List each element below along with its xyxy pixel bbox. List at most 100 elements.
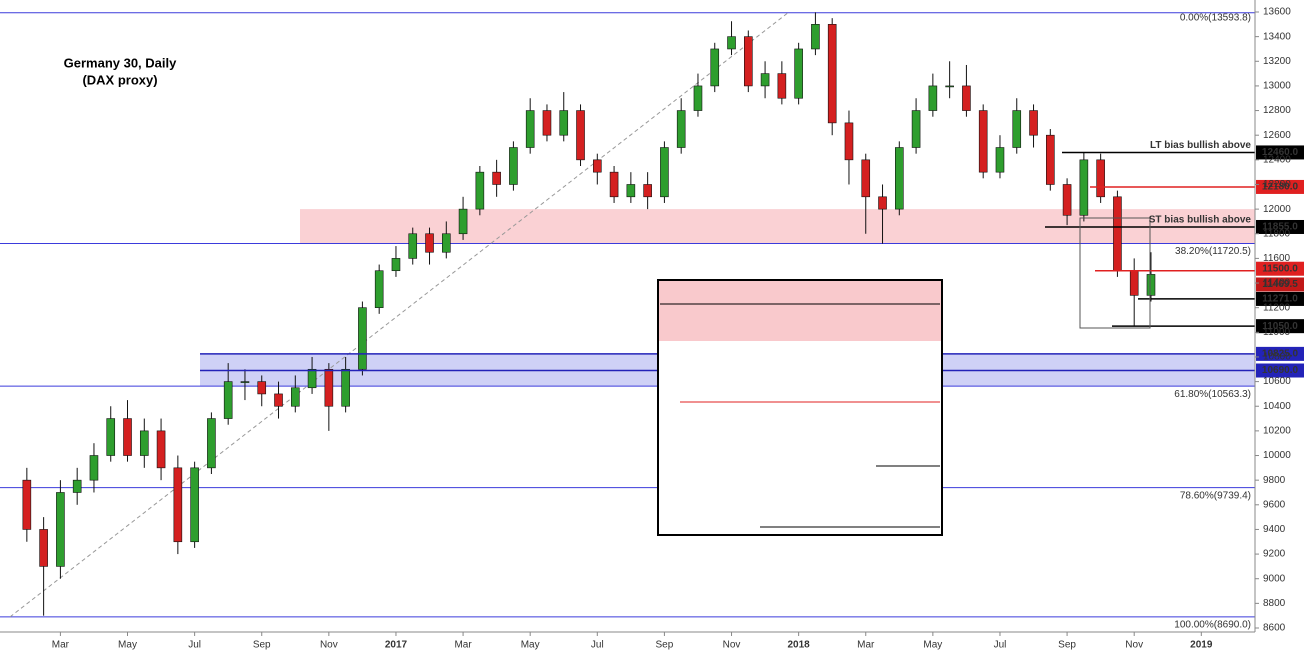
y-tick-label: 8800 <box>1263 598 1286 609</box>
x-tick-label: Mar <box>454 640 472 651</box>
y-tick-label: 10200 <box>1263 426 1291 437</box>
level-label-box <box>1256 277 1304 292</box>
fib-label: 0.00%(13593.8) <box>1180 12 1251 23</box>
candle-body <box>1079 159 1089 216</box>
y-tick-label: 10600 <box>1263 376 1291 387</box>
candle-body <box>1046 134 1055 185</box>
y-tick-label: 11200 <box>1263 302 1291 313</box>
y-tick-label: 12200 <box>1263 179 1291 190</box>
fib-label: 38.20%(11720.5) <box>1175 246 1251 257</box>
candle-body <box>559 110 569 136</box>
level-label: 11271.0 <box>1262 294 1298 305</box>
candle-body <box>727 36 736 50</box>
x-tick-label: Mar <box>52 640 70 651</box>
candle-body <box>475 171 485 210</box>
fib-diagonal <box>9 12 789 618</box>
candle-body <box>290 387 300 407</box>
y-tick-label: 9200 <box>1263 549 1286 560</box>
y-tick-label: 11800 <box>1263 228 1291 239</box>
y-tick-label: 12400 <box>1263 154 1291 165</box>
candle-body <box>173 467 183 543</box>
x-tick-label: May <box>923 640 942 651</box>
candle-body <box>139 430 149 456</box>
candle-body <box>425 233 434 253</box>
candle-body <box>458 208 468 235</box>
candle-body <box>895 147 904 210</box>
candle-body <box>441 233 451 253</box>
y-tick-label: 9000 <box>1263 573 1286 584</box>
y-tick-label: 13200 <box>1263 56 1291 67</box>
x-tick-label: Sep <box>1058 640 1076 651</box>
candle-body <box>307 368 317 389</box>
candle-body <box>542 110 552 136</box>
x-tick-label: Jul <box>591 640 604 651</box>
candle-body <box>72 479 82 493</box>
candle-body <box>1146 274 1156 296</box>
candle-body <box>878 196 887 210</box>
x-tick-label: Sep <box>656 640 674 651</box>
candle-body <box>156 430 166 469</box>
candle-body <box>22 479 32 530</box>
candle-body <box>341 368 350 407</box>
level-label-box <box>1256 291 1304 306</box>
candle-body <box>525 110 535 148</box>
candle-body <box>358 307 367 370</box>
y-tick-label: 9800 <box>1263 475 1286 486</box>
level-label-box <box>1256 346 1304 361</box>
x-tick-label: Jul <box>188 640 201 651</box>
candle-body <box>911 110 921 148</box>
y-tick-label: 10000 <box>1263 450 1291 461</box>
x-tick-label: 2017 <box>385 640 408 651</box>
candle-body <box>710 48 720 87</box>
inset-zone <box>659 281 941 341</box>
level-label: 11469.5 <box>1262 279 1298 290</box>
chart-subtitle: (DAX proxy) <box>82 72 157 87</box>
candle-body <box>660 147 669 198</box>
level-label-box <box>1256 363 1304 378</box>
candle-body <box>106 418 116 456</box>
level-label: 12180.0 <box>1262 182 1299 193</box>
candle-body <box>123 418 132 456</box>
candle-body <box>1096 159 1105 198</box>
y-tick-label: 13000 <box>1263 81 1291 92</box>
y-tick-label: 12600 <box>1263 130 1291 141</box>
level-label: 11500.0 <box>1262 263 1298 274</box>
candle-body <box>592 159 602 173</box>
x-tick-label: May <box>118 640 137 651</box>
x-tick-label: May <box>521 640 540 651</box>
candle-body <box>240 381 250 383</box>
candle-body <box>274 393 283 407</box>
fib-label: 61.80%(10563.3) <box>1174 389 1251 400</box>
y-tick-label: 9400 <box>1263 524 1286 535</box>
candle-body <box>978 110 988 173</box>
candle-body <box>861 159 871 198</box>
candle-body <box>1029 110 1038 136</box>
candle-body <box>760 73 770 87</box>
candle-body <box>1113 196 1122 272</box>
y-tick-label: 13600 <box>1263 7 1291 18</box>
x-tick-label: 2018 <box>788 640 811 651</box>
level-label: 12460.0 <box>1262 147 1299 158</box>
y-tick-label: 9600 <box>1263 499 1286 510</box>
fib-label: 100.00%(8690.0) <box>1174 620 1251 631</box>
candle-body <box>39 529 48 567</box>
x-tick-label: Nov <box>320 640 338 651</box>
candle-body <box>928 85 938 111</box>
candle-body <box>995 147 1005 173</box>
y-tick-label: 13400 <box>1263 31 1291 42</box>
candle-body <box>643 184 652 198</box>
candle-body <box>223 381 233 419</box>
level-note: LT bias bullish above <box>1150 140 1251 151</box>
candle-body <box>962 85 971 111</box>
candle-body <box>1129 270 1139 296</box>
candle-body <box>609 171 619 198</box>
candle-body <box>492 171 501 185</box>
candle-body <box>811 24 820 50</box>
level-label-box <box>1256 319 1304 334</box>
candle-body <box>676 110 686 148</box>
y-tick-label: 11400 <box>1263 278 1291 289</box>
candle-body <box>1012 110 1022 148</box>
candle-body <box>844 122 854 161</box>
